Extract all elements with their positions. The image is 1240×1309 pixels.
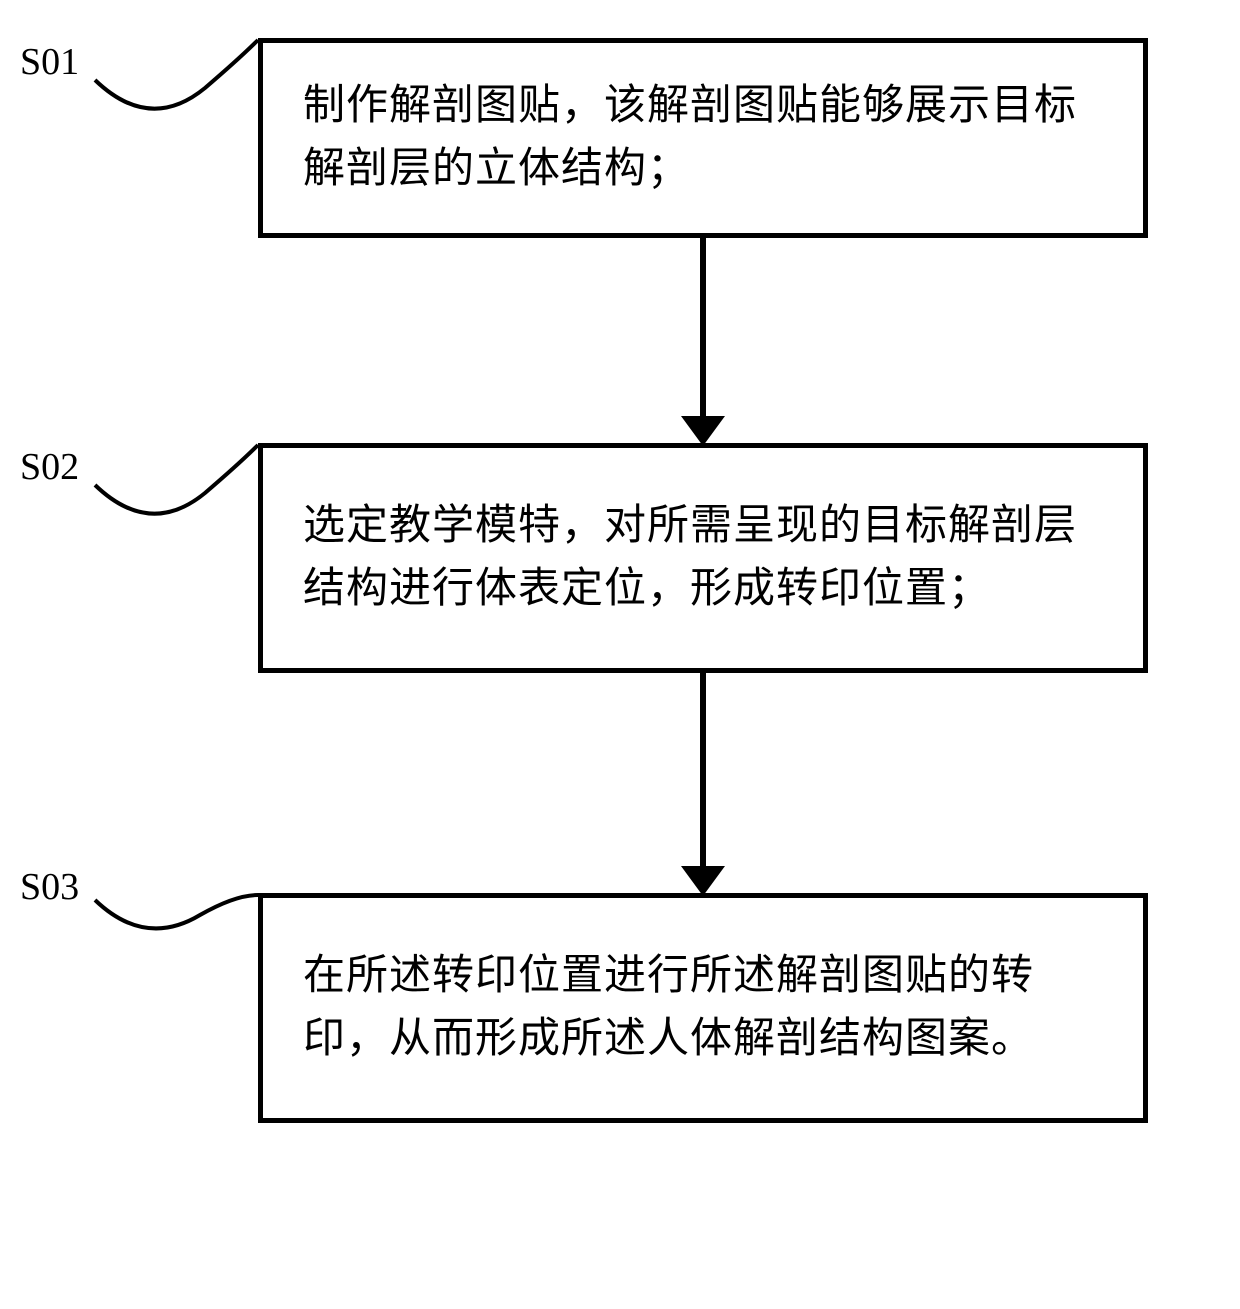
step-label-s03: S03 <box>20 865 79 909</box>
arrow-line-1 <box>700 238 706 421</box>
connector-curve-s01 <box>90 38 260 128</box>
flow-box-s02: 选定教学模特，对所需呈现的目标解剖层结构进行体表定位，形成转印位置； <box>258 443 1148 673</box>
arrow-head-1 <box>681 416 725 446</box>
flow-box-s03: 在所述转印位置进行所述解剖图贴的转印，从而形成所述人体解剖结构图案。 <box>258 893 1148 1123</box>
step-label-s01: S01 <box>20 40 79 84</box>
flow-box-s01: 制作解剖图贴，该解剖图贴能够展示目标解剖层的立体结构； <box>258 38 1148 238</box>
arrow-head-2 <box>681 866 725 896</box>
arrow-line-2 <box>700 673 706 871</box>
flow-box-text-s03: 在所述转印位置进行所述解剖图贴的转印，从而形成所述人体解剖结构图案。 <box>303 945 1103 1071</box>
flow-box-text-s01: 制作解剖图贴，该解剖图贴能够展示目标解剖层的立体结构； <box>303 75 1103 201</box>
connector-curve-s03 <box>90 870 260 950</box>
flowchart-container: S01 制作解剖图贴，该解剖图贴能够展示目标解剖层的立体结构； S02 选定教学… <box>0 0 1240 1309</box>
flow-box-text-s02: 选定教学模特，对所需呈现的目标解剖层结构进行体表定位，形成转印位置； <box>303 495 1103 621</box>
connector-curve-s02 <box>90 443 260 533</box>
step-label-s02: S02 <box>20 445 79 489</box>
